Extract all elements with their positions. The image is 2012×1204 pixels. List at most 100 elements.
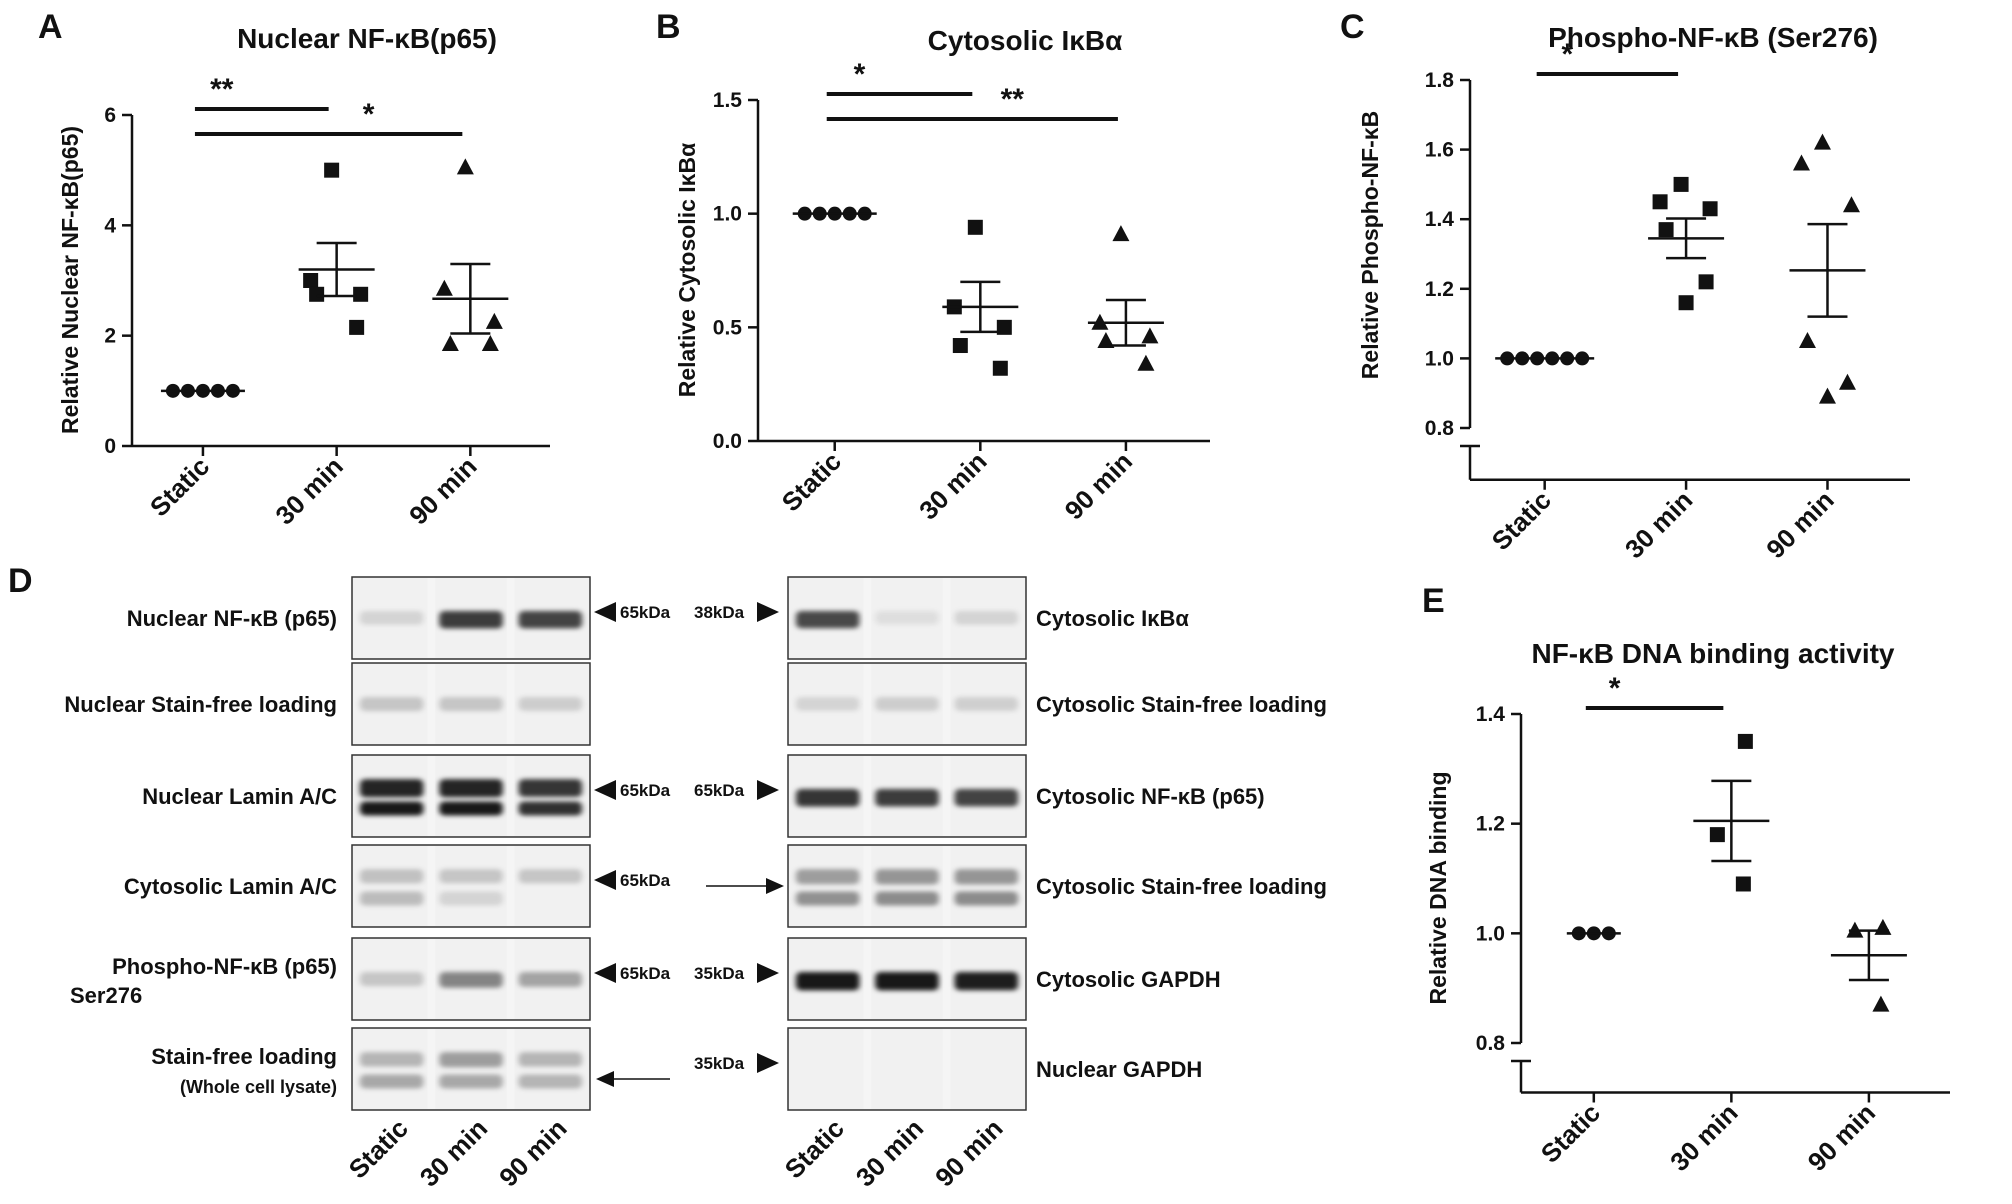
band [359, 779, 424, 798]
data-point [967, 219, 983, 235]
marker-arrow [594, 963, 616, 983]
lane-gap [863, 756, 872, 836]
blot-label: Stain-free loading [151, 1044, 337, 1069]
band [795, 891, 860, 906]
lane-gap [427, 756, 436, 836]
chart-title: Nuclear NF-κB(p65) [237, 23, 497, 54]
lane-gap [863, 939, 872, 1019]
band [518, 779, 583, 797]
y-axis-label: Relative Nuclear NF-κB(p65) [57, 126, 83, 434]
y-tick-label: 0.0 [713, 430, 742, 453]
marker-arrow [594, 870, 616, 890]
data-point [1673, 176, 1689, 192]
y-tick-label: 1.6 [1425, 139, 1454, 162]
data-point [353, 286, 369, 302]
band [439, 697, 503, 712]
data-point [1792, 154, 1810, 171]
data-point [435, 279, 453, 296]
band [518, 1074, 583, 1089]
band [875, 891, 939, 906]
band [795, 697, 860, 711]
blot-label: Cytosolic Lamin A/C [124, 874, 337, 899]
lane-gap [427, 1029, 436, 1109]
data-point [1813, 133, 1831, 150]
data-point [1872, 995, 1890, 1012]
y-axis-label: Relative Phospho-NF-κB [1357, 111, 1383, 379]
lane-gap [942, 939, 951, 1019]
blot-label: Cytosolic Stain-free loading [1036, 692, 1327, 717]
x-tick-label: 90 min [1802, 1098, 1881, 1177]
band [795, 789, 860, 807]
band [954, 972, 1019, 991]
band [359, 869, 424, 884]
blot-label: Cytosolic NF-κB (p65) [1036, 784, 1265, 809]
data-point [481, 334, 499, 351]
significance-label: * [854, 58, 866, 91]
kda-label: 65kDa [694, 781, 745, 800]
chart-title: Cytosolic IκBα [928, 25, 1123, 56]
data-point [1137, 354, 1155, 371]
right-blot-row-4: Cytosolic GAPDH 35kDa [694, 937, 1221, 1021]
lane-gap [942, 1029, 951, 1109]
band [518, 1052, 583, 1067]
lane-gap [506, 846, 515, 926]
band [954, 789, 1019, 807]
band [875, 789, 939, 807]
blot-label: Nuclear Lamin A/C [142, 784, 337, 809]
lane-gap [942, 664, 951, 744]
y-tick-label: 0.8 [1425, 417, 1455, 440]
kda-label: 65kDa [620, 603, 671, 622]
right-blot-row-5: Nuclear GAPDH 35kDa [694, 1027, 1202, 1111]
right-blot-row-0: Cytosolic IκBα 38kDa [694, 576, 1189, 660]
y-tick-label: 1.0 [713, 203, 742, 226]
marker-arrow [757, 602, 779, 622]
lane-gap [506, 664, 515, 744]
band [518, 869, 583, 884]
band [359, 1052, 424, 1067]
band [875, 972, 939, 991]
data-point [1097, 331, 1115, 348]
significance-label: ** [210, 73, 234, 106]
panel-letter: D [8, 562, 33, 600]
blot-label: Nuclear NF-κB (p65) [127, 606, 337, 631]
right-lane-label: 30 min [850, 1113, 929, 1192]
band [439, 1074, 503, 1089]
panel-b: B Cytosolic IκBα Relative Cytosolic IκBα 0.… [656, 8, 1210, 525]
x-tick-label: 30 min [1664, 1098, 1743, 1177]
data-point [303, 273, 319, 288]
lane-gap [506, 756, 515, 836]
band [439, 611, 503, 629]
x-tick-label: 90 min [1059, 446, 1138, 525]
chart-title: Phospho-NF-κB (Ser276) [1548, 22, 1878, 53]
data-point [1702, 201, 1718, 217]
lane-gap [863, 1029, 872, 1109]
band [359, 801, 424, 816]
band [439, 801, 503, 816]
x-tick-label: Static [144, 451, 215, 522]
x-tick-label: Static [776, 446, 847, 517]
significance-label: ** [1001, 83, 1025, 116]
left-lane-label: Static [343, 1113, 414, 1184]
y-tick-label: 6 [104, 104, 116, 127]
blot-sublabel: Ser276 [70, 983, 142, 1008]
data-point [1798, 332, 1816, 348]
band [439, 972, 503, 988]
lane-gap [427, 846, 436, 926]
left-blot-row-5: Stain-free loading (Whole cell lysate) [151, 1027, 670, 1111]
data-point [309, 286, 325, 302]
y-tick-label: 4 [104, 214, 116, 237]
kda-label: 65kDa [620, 964, 671, 983]
x-tick-label: Static [1486, 485, 1557, 556]
data-point [1652, 194, 1668, 210]
chart-title: NF-κB DNA binding activity [1531, 638, 1894, 669]
lane-gap [506, 578, 515, 658]
data-point [1658, 222, 1674, 238]
y-tick-label: 1.0 [1476, 922, 1505, 945]
x-tick-label: 90 min [403, 451, 482, 530]
y-tick-label: 0.8 [1476, 1032, 1506, 1055]
band [954, 869, 1019, 885]
marker-arrow [594, 780, 616, 800]
band [795, 869, 860, 885]
y-tick-label: 1.8 [1425, 69, 1455, 92]
left-blot-row-0: Nuclear NF-κB (p65) 65kDa [127, 576, 671, 660]
